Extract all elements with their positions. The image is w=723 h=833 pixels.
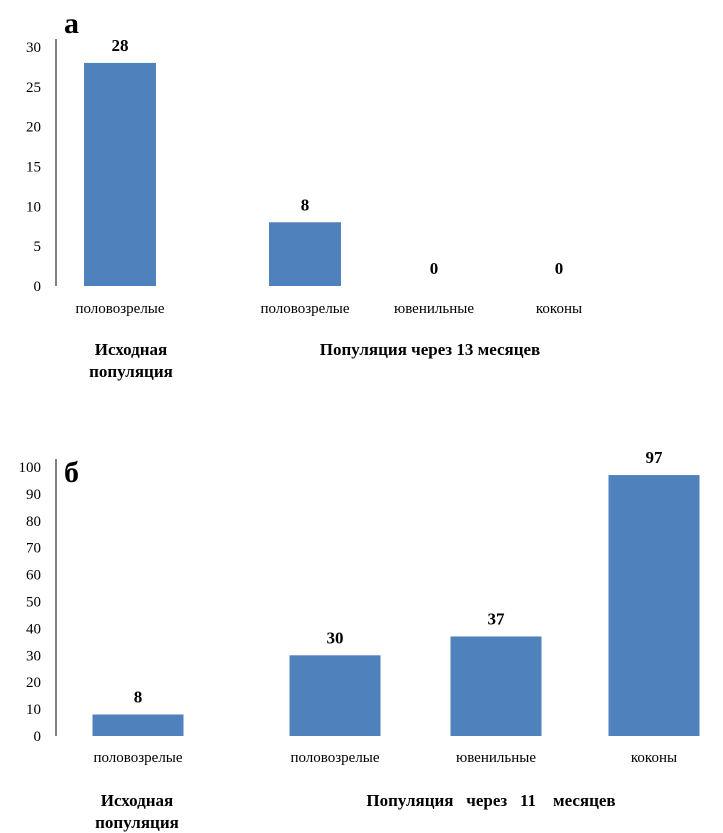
y-tick-label-b: 90 [26, 487, 41, 503]
y-tick-label-b: 20 [26, 675, 41, 691]
y-tick-label-a: 30 [26, 40, 41, 56]
category-label-a-1: половозрелые [260, 301, 349, 317]
bar-b-0 [92, 714, 184, 736]
y-tick-label-a: 5 [34, 239, 42, 255]
data-label-a-0: 28 [112, 36, 129, 55]
y-tick-label-a: 15 [26, 160, 41, 176]
bar-a-0 [84, 62, 156, 286]
category-label-b-1: половозрелые [290, 750, 379, 766]
group-label-a-1: Популяция через 13 месяцев [320, 340, 540, 359]
data-label-b-3: 97 [646, 448, 664, 467]
group-label-b-0: Исходная [101, 791, 174, 810]
panel-label-b: б [64, 456, 79, 489]
bar-b-1 [289, 655, 381, 736]
category-label-a-2: ювенильные [394, 301, 474, 317]
y-tick-label-b: 0 [34, 729, 42, 745]
group-label-b-1: Популяция через 11 месяцев [366, 791, 615, 810]
data-label-a-3: 0 [555, 259, 564, 278]
y-tick-label-b: 100 [19, 460, 42, 476]
category-label-b-3: коконы [631, 750, 677, 766]
category-label-a-3: коконы [536, 301, 582, 317]
y-tick-label-b: 70 [26, 541, 41, 557]
y-tick-label-b: 80 [26, 514, 41, 530]
category-label-b-0: половозрелые [93, 750, 182, 766]
data-label-b-0: 8 [134, 687, 143, 706]
y-tick-label-b: 60 [26, 568, 41, 584]
data-label-a-2: 0 [430, 259, 439, 278]
y-tick-label-a: 0 [34, 279, 42, 295]
data-label-b-1: 30 [327, 628, 344, 647]
group-label-a-0: Исходная [95, 340, 168, 359]
y-tick-label-b: 50 [26, 595, 41, 611]
y-tick-label-a: 10 [26, 199, 41, 215]
y-tick-label-a: 25 [26, 80, 41, 96]
data-label-b-2: 37 [488, 609, 506, 628]
y-tick-label-a: 20 [26, 120, 41, 136]
panel-label-a: а [64, 7, 79, 40]
group-label-a-0: популяция [89, 362, 173, 381]
bar-b-3 [608, 475, 700, 736]
bar-b-2 [450, 636, 542, 736]
group-label-b-0: популяция [95, 813, 179, 832]
data-label-a-1: 8 [301, 195, 310, 214]
category-label-b-2: ювенильные [456, 750, 536, 766]
category-label-a-0: половозрелые [75, 301, 164, 317]
bar-a-1 [269, 222, 341, 286]
y-tick-label-b: 10 [26, 702, 41, 718]
y-tick-label-b: 40 [26, 621, 41, 637]
y-tick-label-b: 30 [26, 648, 41, 664]
